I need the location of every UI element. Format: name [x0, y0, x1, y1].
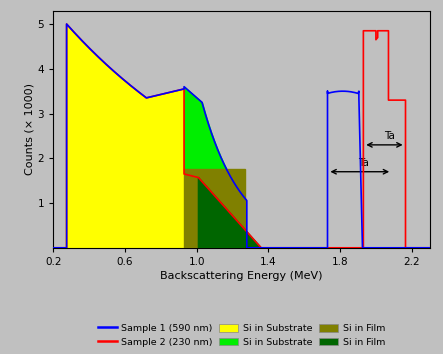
Polygon shape — [198, 178, 261, 248]
Y-axis label: Counts (× 1000): Counts (× 1000) — [25, 83, 35, 175]
X-axis label: Backscattering Energy (MeV): Backscattering Energy (MeV) — [160, 271, 323, 281]
Text: Ta: Ta — [385, 131, 395, 141]
Polygon shape — [184, 170, 245, 248]
Legend: Sample 1 (590 nm), Sample 2 (230 nm), Si in Substrate, Si in Substrate, Si in Fi: Sample 1 (590 nm), Sample 2 (230 nm), Si… — [98, 324, 385, 347]
Text: Ta: Ta — [358, 158, 369, 168]
